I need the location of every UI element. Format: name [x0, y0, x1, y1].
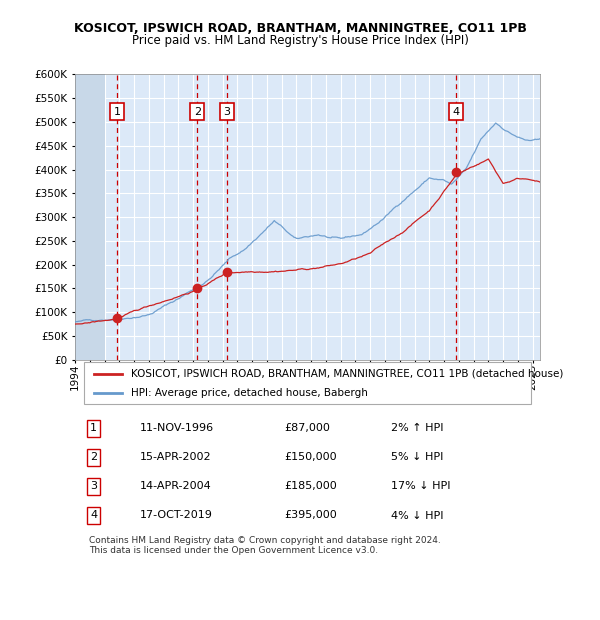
Text: £185,000: £185,000: [284, 481, 337, 492]
Text: Price paid vs. HM Land Registry's House Price Index (HPI): Price paid vs. HM Land Registry's House …: [131, 34, 469, 47]
Text: 1: 1: [114, 107, 121, 117]
Text: £395,000: £395,000: [284, 510, 337, 520]
Text: 2% ↑ HPI: 2% ↑ HPI: [391, 423, 444, 433]
Text: 5% ↓ HPI: 5% ↓ HPI: [391, 453, 443, 463]
Text: 14-APR-2004: 14-APR-2004: [140, 481, 212, 492]
Text: 2: 2: [194, 107, 201, 117]
Text: 3: 3: [223, 107, 230, 117]
FancyBboxPatch shape: [84, 362, 531, 404]
Text: 4: 4: [90, 510, 97, 520]
Text: 4: 4: [452, 107, 459, 117]
Text: This data is licensed under the Open Government Licence v3.0.: This data is licensed under the Open Gov…: [89, 546, 378, 555]
Text: KOSICOT, IPSWICH ROAD, BRANTHAM, MANNINGTREE, CO11 1PB (detached house): KOSICOT, IPSWICH ROAD, BRANTHAM, MANNING…: [131, 369, 563, 379]
Text: KOSICOT, IPSWICH ROAD, BRANTHAM, MANNINGTREE, CO11 1PB: KOSICOT, IPSWICH ROAD, BRANTHAM, MANNING…: [74, 22, 526, 35]
Text: 4% ↓ HPI: 4% ↓ HPI: [391, 510, 444, 520]
Text: 1: 1: [90, 423, 97, 433]
Text: 17% ↓ HPI: 17% ↓ HPI: [391, 481, 451, 492]
Text: 15-APR-2002: 15-APR-2002: [140, 453, 212, 463]
Text: 3: 3: [90, 481, 97, 492]
Text: 17-OCT-2019: 17-OCT-2019: [140, 510, 213, 520]
Text: £87,000: £87,000: [284, 423, 330, 433]
Text: 11-NOV-1996: 11-NOV-1996: [140, 423, 214, 433]
Text: HPI: Average price, detached house, Babergh: HPI: Average price, detached house, Babe…: [131, 388, 368, 399]
Text: Contains HM Land Registry data © Crown copyright and database right 2024.: Contains HM Land Registry data © Crown c…: [89, 536, 440, 545]
Text: £150,000: £150,000: [284, 453, 337, 463]
Text: 2: 2: [90, 453, 97, 463]
